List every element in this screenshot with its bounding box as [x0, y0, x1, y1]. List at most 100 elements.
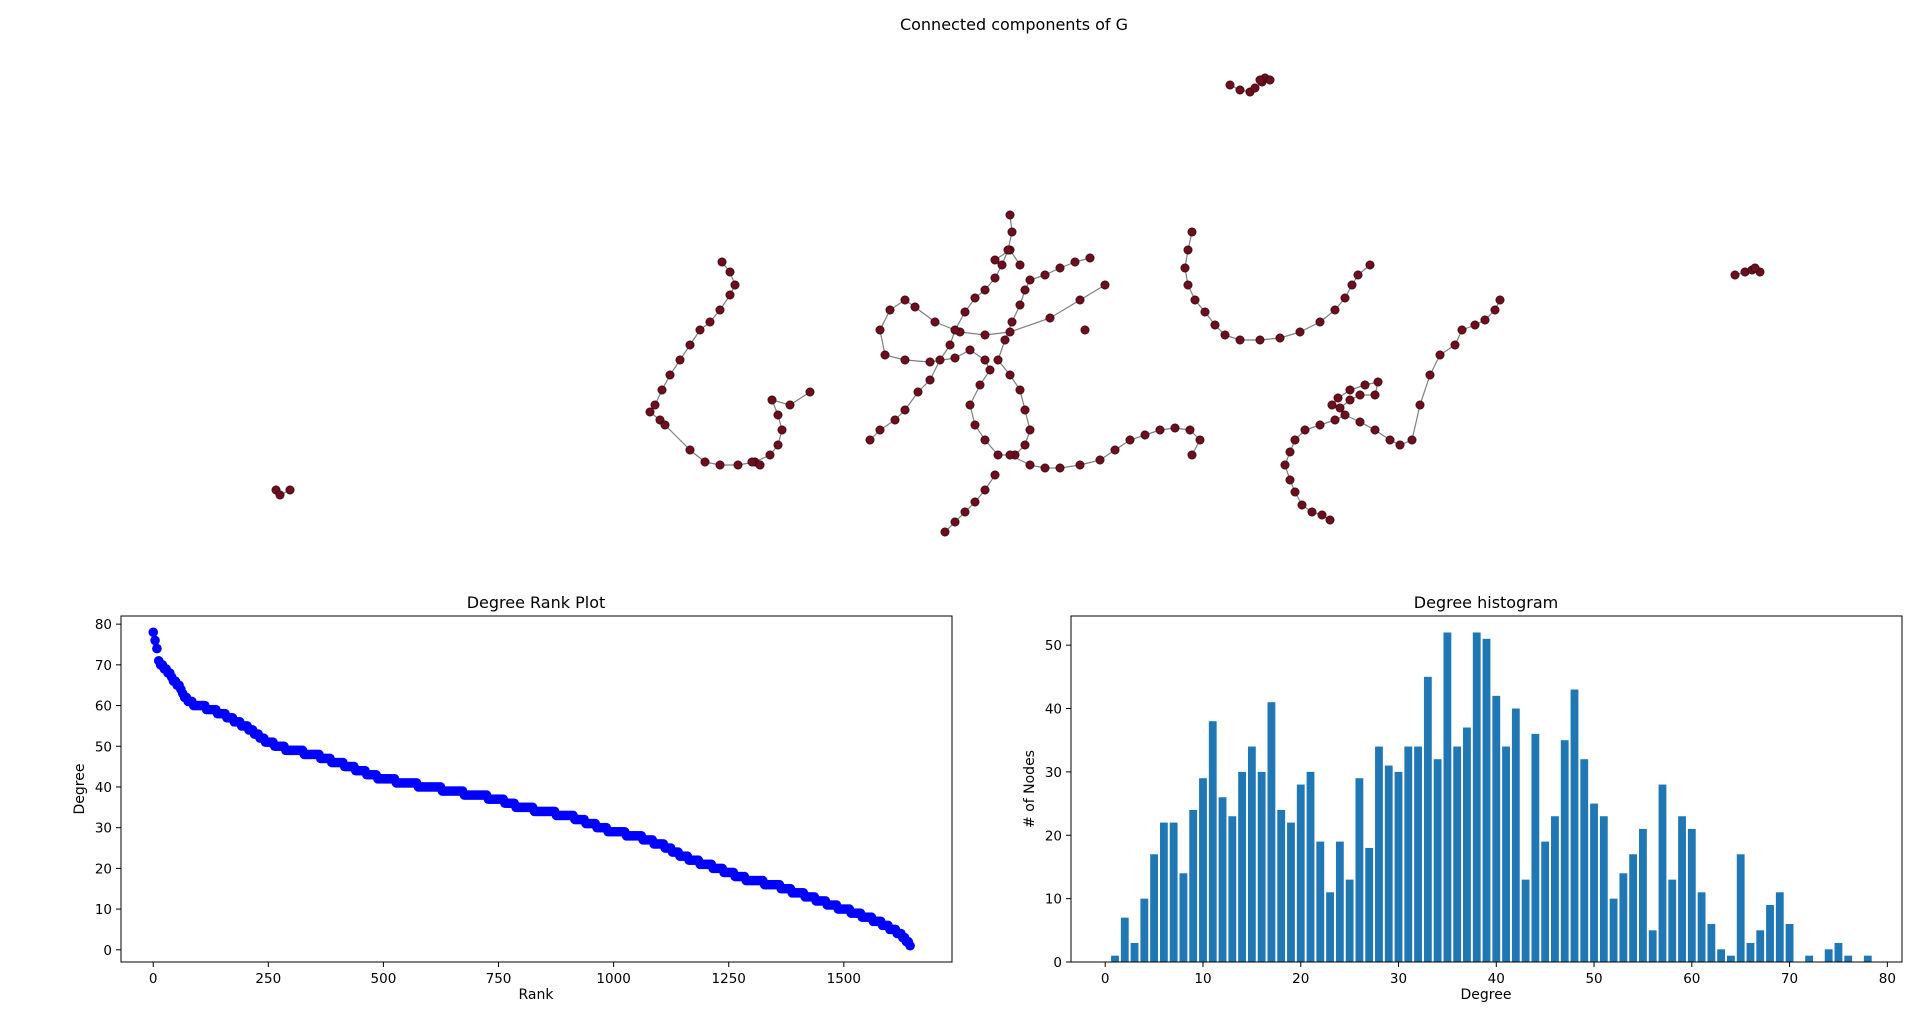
network-node	[1373, 377, 1383, 387]
network-node	[980, 330, 990, 340]
network-edge	[1411, 404, 1421, 441]
network-node	[1327, 400, 1337, 410]
network-node	[1275, 333, 1285, 343]
histogram-bar	[1707, 923, 1716, 962]
network-node	[935, 355, 945, 365]
histogram-ylabel: # of Nodes	[1022, 750, 1038, 828]
network-node	[1297, 500, 1307, 510]
hist-ytick-label: 20	[1045, 828, 1062, 844]
network-node	[945, 340, 955, 350]
network-node	[985, 365, 995, 375]
histogram-bar	[1111, 955, 1119, 962]
network-node	[890, 415, 900, 425]
network-node	[1040, 463, 1050, 473]
histogram-bar	[1247, 746, 1256, 962]
network-edge	[1009, 317, 1051, 333]
network-node	[1330, 415, 1340, 425]
hist-xtick-label: 60	[1683, 971, 1700, 987]
rank-ytick-label: 40	[95, 780, 112, 796]
network-node	[285, 485, 295, 495]
hist-ytick-label: 50	[1045, 638, 1062, 654]
histogram-bar	[1599, 816, 1608, 962]
network-node	[733, 460, 743, 470]
network-node	[1003, 245, 1013, 255]
rank-ytick-label: 10	[95, 902, 112, 918]
rank-xtick-label: 250	[255, 971, 281, 987]
network-node	[1005, 210, 1015, 220]
network-node	[1225, 80, 1235, 90]
network-node	[940, 527, 950, 537]
network-node	[747, 457, 757, 467]
network-node	[865, 435, 875, 445]
network-node	[975, 380, 985, 390]
histogram-bar	[1775, 892, 1784, 962]
network-node	[980, 285, 990, 295]
histogram-bar	[1472, 632, 1481, 962]
histogram-bar	[1668, 879, 1677, 962]
histogram-bar	[1785, 923, 1794, 962]
histogram-bar	[1453, 746, 1462, 962]
histogram-bar	[1629, 854, 1638, 962]
network-edge	[664, 424, 691, 451]
network-node	[900, 405, 910, 415]
network-node	[1370, 390, 1380, 400]
network-node	[715, 305, 725, 315]
histogram-bar	[1140, 898, 1149, 962]
network-node	[1100, 280, 1110, 290]
rank-ytick-label: 0	[103, 943, 112, 959]
network-node	[700, 457, 710, 467]
histogram-bar	[1306, 771, 1315, 962]
hist-xtick-label: 70	[1781, 971, 1798, 987]
network-node	[695, 325, 705, 335]
network-node	[1365, 260, 1375, 270]
network-node	[1020, 440, 1030, 450]
rank-ytick-label: 70	[95, 658, 112, 674]
network-node	[1285, 447, 1295, 457]
histogram-bar	[1394, 771, 1403, 962]
hist-xtick-label: 0	[1101, 971, 1110, 987]
histogram-bar	[1238, 771, 1246, 962]
network-node	[1335, 403, 1345, 413]
network-node	[1007, 227, 1017, 237]
histogram-bar	[1189, 809, 1198, 962]
hist-ytick-label: 40	[1045, 702, 1062, 718]
network-node	[875, 325, 885, 335]
network-node	[725, 267, 735, 277]
network-node	[1730, 270, 1740, 280]
network-node	[1005, 327, 1015, 337]
network-node	[665, 370, 675, 380]
histogram-bar	[1580, 759, 1589, 962]
histogram-bar	[1414, 746, 1422, 962]
network-node	[675, 355, 685, 365]
network-node	[1355, 417, 1365, 427]
network-node	[960, 507, 970, 517]
network-node	[1185, 425, 1195, 435]
network-node	[950, 325, 960, 335]
histogram-bar	[1736, 854, 1745, 962]
network-node	[1155, 425, 1165, 435]
network-node	[1025, 275, 1035, 285]
histogram-bars	[1111, 632, 1872, 962]
network-node	[1005, 450, 1015, 460]
network-node	[885, 305, 895, 315]
network-node	[773, 440, 783, 450]
network-node	[1110, 445, 1120, 455]
network-graph	[271, 73, 1765, 537]
histogram-bar	[1208, 721, 1217, 962]
histogram-axes: 0 10 20 30 40 50 60 70 80 0 10 20 30 40 50	[1045, 638, 1896, 987]
network-node	[970, 420, 980, 430]
histogram-bar	[1150, 854, 1159, 962]
histogram-bar	[1805, 955, 1814, 962]
network-node	[1025, 425, 1035, 435]
network-node	[1265, 75, 1275, 85]
rank-xtick-label: 750	[486, 971, 512, 987]
histogram-bar	[1355, 778, 1364, 962]
network-node	[1075, 460, 1085, 470]
network-node	[950, 353, 960, 363]
network-node	[900, 355, 910, 365]
rank-xtick-label: 500	[371, 971, 397, 987]
network-node	[1355, 390, 1365, 400]
network-node	[785, 400, 795, 410]
network-node	[1210, 320, 1220, 330]
network-node	[1395, 440, 1405, 450]
